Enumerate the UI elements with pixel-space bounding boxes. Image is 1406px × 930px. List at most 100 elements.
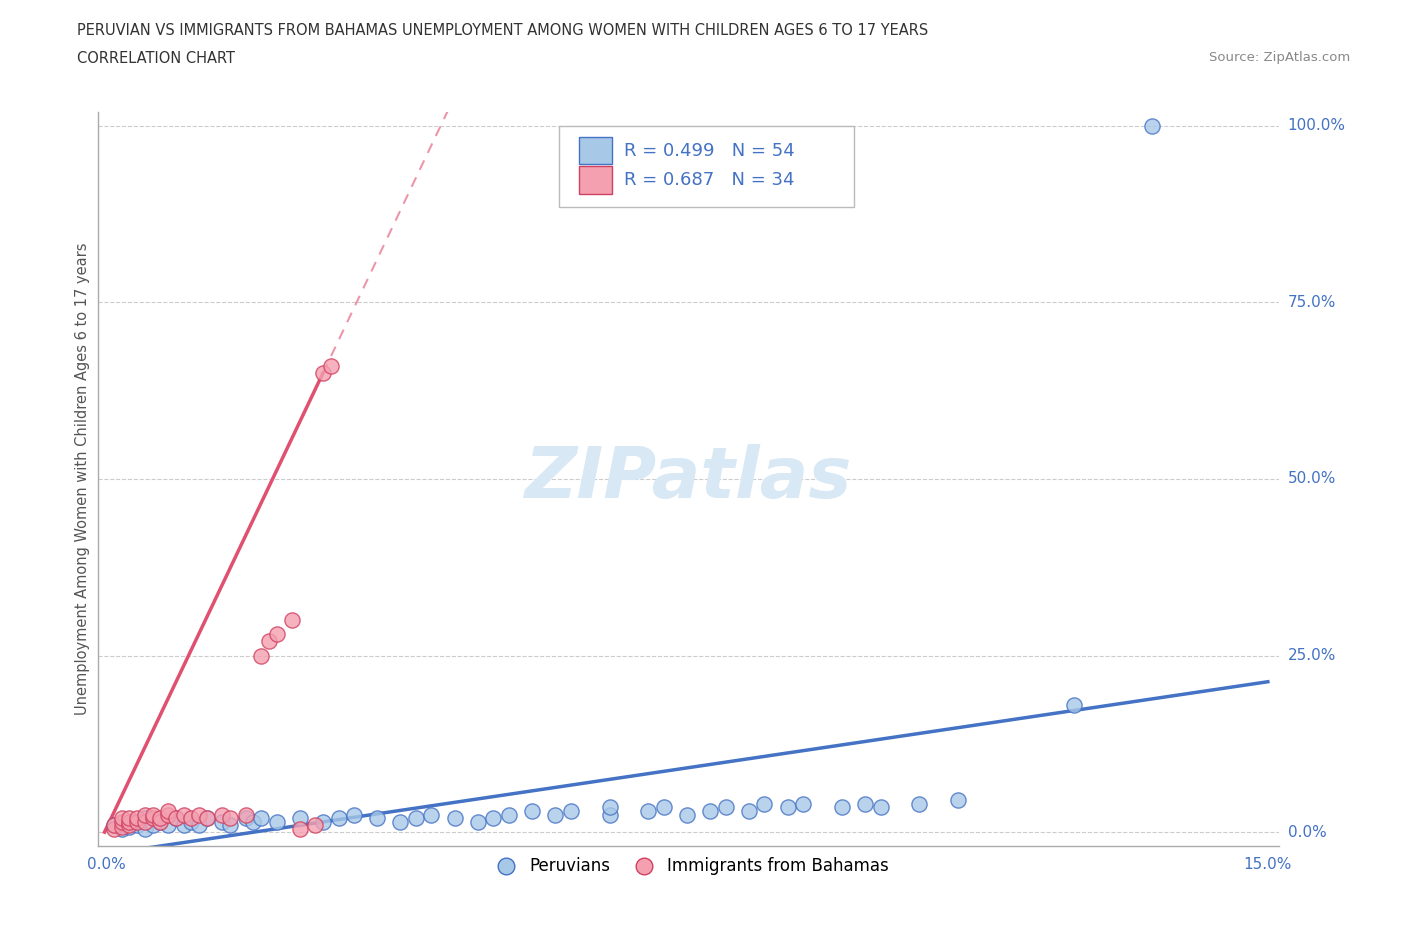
Point	[699, 804, 721, 818]
Point	[312, 365, 335, 380]
Text: PERUVIAN VS IMMIGRANTS FROM BAHAMAS UNEMPLOYMENT AMONG WOMEN WITH CHILDREN AGES : PERUVIAN VS IMMIGRANTS FROM BAHAMAS UNEM…	[77, 23, 928, 38]
Point	[1063, 698, 1085, 712]
Point	[180, 811, 202, 826]
Point	[127, 811, 149, 826]
Point	[103, 817, 125, 832]
Point	[111, 811, 134, 826]
Point	[869, 800, 891, 815]
Text: 0.0%: 0.0%	[1288, 825, 1326, 840]
Point	[134, 807, 156, 822]
Point	[946, 793, 969, 808]
Text: 100.0%: 100.0%	[1288, 118, 1346, 133]
Point	[219, 811, 242, 826]
FancyBboxPatch shape	[579, 137, 612, 165]
Point	[134, 821, 156, 836]
Point	[118, 814, 141, 829]
Text: 0.0%: 0.0%	[87, 857, 125, 872]
Point	[188, 807, 211, 822]
Point	[1140, 118, 1163, 133]
Point	[792, 796, 814, 811]
Point	[738, 804, 761, 818]
Point	[173, 817, 195, 832]
Point	[288, 821, 311, 836]
Point	[328, 811, 350, 826]
Point	[219, 817, 242, 832]
Text: ZIPatlas: ZIPatlas	[526, 445, 852, 513]
Point	[149, 814, 172, 829]
Text: 75.0%: 75.0%	[1288, 295, 1336, 310]
Y-axis label: Unemployment Among Women with Children Ages 6 to 17 years: Unemployment Among Women with Children A…	[75, 243, 90, 715]
Point	[304, 817, 326, 832]
Point	[652, 800, 675, 815]
Text: 15.0%: 15.0%	[1244, 857, 1292, 872]
Point	[420, 807, 443, 822]
Point	[165, 811, 187, 826]
Point	[343, 807, 366, 822]
Point	[111, 821, 134, 836]
Point	[211, 814, 233, 829]
Text: R = 0.499   N = 54: R = 0.499 N = 54	[624, 141, 794, 160]
Point	[173, 807, 195, 822]
Point	[127, 814, 149, 829]
Point	[405, 811, 427, 826]
FancyBboxPatch shape	[560, 126, 855, 207]
Point	[195, 811, 218, 826]
Point	[599, 807, 621, 822]
Point	[165, 811, 187, 826]
Point	[242, 814, 264, 829]
Point	[157, 807, 180, 822]
Point	[560, 804, 582, 818]
Point	[250, 811, 273, 826]
Point	[908, 796, 931, 811]
Point	[127, 817, 149, 832]
Point	[599, 800, 621, 815]
Point	[520, 804, 543, 818]
Text: Source: ZipAtlas.com: Source: ZipAtlas.com	[1209, 51, 1350, 64]
Point	[142, 807, 165, 822]
Point	[149, 811, 172, 826]
Point	[211, 807, 233, 822]
Point	[853, 796, 876, 811]
Point	[235, 811, 257, 826]
Point	[103, 821, 125, 836]
Point	[389, 814, 412, 829]
Point	[266, 627, 288, 642]
Point	[676, 807, 699, 822]
Point	[498, 807, 520, 822]
Point	[142, 811, 165, 826]
Point	[250, 648, 273, 663]
Point	[134, 811, 156, 826]
Point	[118, 817, 141, 832]
Point	[266, 814, 288, 829]
Point	[714, 800, 737, 815]
Point	[776, 800, 799, 815]
Point	[188, 817, 211, 832]
Point	[118, 814, 141, 829]
Point	[118, 819, 141, 834]
Point	[467, 814, 489, 829]
Point	[235, 807, 257, 822]
Text: 50.0%: 50.0%	[1288, 472, 1336, 486]
Text: CORRELATION CHART: CORRELATION CHART	[77, 51, 235, 66]
Point	[103, 817, 125, 832]
Point	[319, 358, 342, 373]
Point	[111, 814, 134, 829]
Point	[312, 814, 335, 829]
Text: R = 0.687   N = 34: R = 0.687 N = 34	[624, 171, 794, 189]
Point	[288, 811, 311, 826]
Point	[281, 613, 304, 628]
Point	[366, 811, 388, 826]
Point	[149, 814, 172, 829]
FancyBboxPatch shape	[579, 166, 612, 193]
Point	[111, 819, 134, 834]
Point	[482, 811, 505, 826]
Point	[443, 811, 465, 826]
Point	[157, 804, 180, 818]
Point	[754, 796, 776, 811]
Point	[134, 814, 156, 829]
Text: 25.0%: 25.0%	[1288, 648, 1336, 663]
Point	[157, 817, 180, 832]
Point	[118, 811, 141, 826]
Point	[257, 634, 280, 649]
Point	[142, 817, 165, 832]
